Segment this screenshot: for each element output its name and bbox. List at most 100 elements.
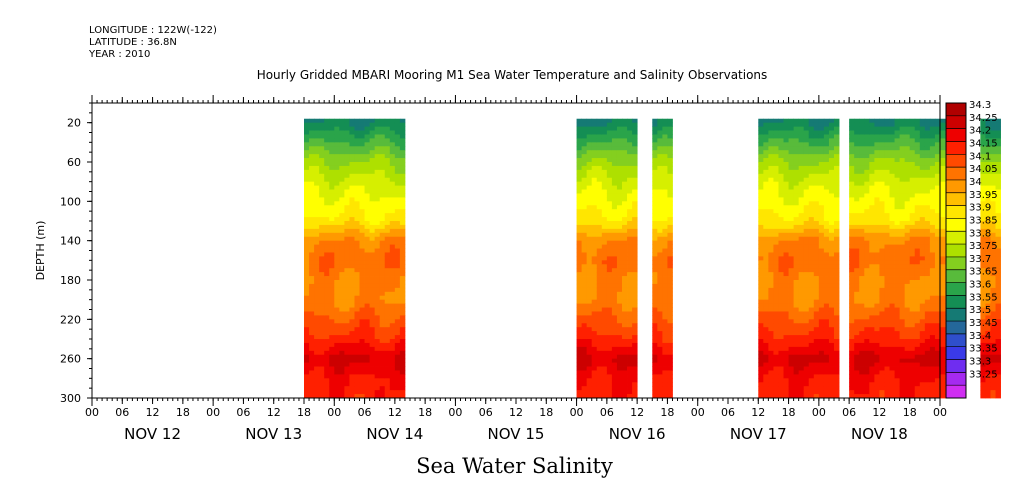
- salinity-cell: [334, 342, 340, 348]
- salinity-cell: [940, 185, 946, 190]
- salinity-cell: [586, 150, 593, 155]
- salinity-cell: [864, 342, 870, 348]
- salinity-cell: [869, 154, 875, 159]
- salinity-cell: [334, 169, 340, 175]
- salinity-cell: [854, 217, 860, 222]
- salinity-cell: [606, 299, 613, 304]
- salinity-cell: [611, 386, 618, 391]
- salinity-cell: [874, 319, 880, 324]
- salinity-cell: [940, 130, 946, 135]
- salinity-cell: [793, 350, 800, 356]
- salinity-cell: [894, 158, 901, 163]
- salinity-cell: [889, 390, 895, 395]
- salinity-cell: [389, 142, 396, 147]
- salinity-cell: [667, 331, 673, 336]
- salinity-cell: [334, 205, 340, 210]
- salinity-cell: [869, 370, 875, 375]
- salinity-cell: [813, 252, 820, 257]
- salinity-cell: [904, 142, 911, 147]
- salinity-cell: [596, 224, 603, 230]
- salinity-cell: [344, 165, 350, 171]
- salinity-cell: [813, 280, 820, 285]
- salinity-cell: [783, 240, 789, 245]
- salinity-cell: [616, 311, 623, 316]
- salinity-cell: [314, 370, 320, 375]
- salinity-cell: [581, 280, 588, 285]
- salinity-cell: [813, 374, 820, 379]
- salinity-cell: [576, 331, 583, 336]
- salinity-cell: [808, 122, 815, 127]
- salinity-cell: [884, 154, 890, 159]
- salinity-cell: [622, 323, 628, 328]
- salinity-cell: [879, 126, 885, 131]
- salinity-cell: [364, 185, 371, 190]
- salinity-cell: [601, 154, 608, 159]
- salinity-cell: [611, 162, 618, 167]
- salinity-cell: [576, 268, 583, 273]
- salinity-cell: [652, 177, 658, 183]
- salinity-cell: [874, 126, 880, 131]
- salinity-cell: [793, 146, 800, 151]
- salinity-cell: [662, 315, 668, 320]
- salinity-cell: [394, 327, 401, 332]
- salinity-cell: [828, 287, 835, 293]
- salinity-cell: [662, 244, 668, 249]
- salinity-cell: [909, 169, 916, 175]
- salinity-cell: [914, 142, 921, 147]
- salinity-cell: [601, 299, 608, 304]
- salinity-cell: [818, 319, 825, 324]
- salinity-cell: [823, 350, 830, 356]
- salinity-cell: [399, 169, 406, 175]
- salinity-cell: [859, 366, 865, 371]
- salinity-cell: [909, 158, 916, 163]
- salinity-cell: [632, 150, 638, 155]
- salinity-cell: [606, 366, 613, 371]
- salinity-cell: [344, 315, 350, 320]
- salinity-cell: [627, 142, 633, 147]
- salinity-cell: [394, 280, 401, 285]
- salinity-cell: [778, 331, 784, 336]
- salinity-cell: [364, 224, 371, 230]
- salinity-cell: [798, 130, 805, 135]
- salinity-cell: [349, 283, 355, 289]
- salinity-cell: [627, 217, 633, 222]
- salinity-cell: [349, 327, 355, 332]
- salinity-cell: [611, 358, 618, 363]
- salinity-cell: [314, 346, 320, 352]
- salinity-cell: [864, 299, 870, 304]
- salinity-cell: [662, 311, 668, 316]
- salinity-cell: [576, 299, 583, 304]
- salinity-cell: [929, 331, 936, 336]
- salinity-cell: [909, 335, 916, 340]
- salinity-cell: [667, 209, 673, 214]
- salinity-cell: [919, 350, 926, 356]
- salinity-cell: [627, 323, 633, 328]
- salinity-cell: [657, 358, 663, 363]
- salinity-cell: [834, 315, 840, 320]
- salinity-cell: [929, 169, 936, 175]
- salinity-cell: [864, 346, 870, 352]
- salinity-cell: [879, 374, 885, 379]
- salinity-cell: [369, 264, 376, 269]
- salinity-cell: [667, 394, 673, 399]
- salinity-cell: [934, 268, 941, 273]
- salinity-cell: [859, 158, 865, 163]
- salinity-cell: [591, 162, 598, 167]
- salinity-cell: [909, 370, 916, 375]
- salinity-cell: [581, 386, 588, 391]
- salinity-cell: [339, 295, 345, 301]
- salinity-cell: [818, 276, 825, 281]
- salinity-cell: [924, 158, 931, 163]
- salinity-cell: [581, 327, 588, 332]
- salinity-cell: [894, 386, 901, 391]
- salinity-cell: [758, 146, 764, 151]
- salinity-cell: [586, 185, 593, 190]
- salinity-cell: [929, 283, 936, 289]
- salinity-cell: [828, 390, 835, 395]
- salinity-cell: [334, 158, 340, 163]
- salinity-cell: [929, 189, 936, 194]
- salinity-cell: [788, 295, 795, 301]
- salinity-cell: [329, 244, 335, 249]
- salinity-cell: [667, 162, 673, 167]
- salinity-cell: [879, 307, 885, 312]
